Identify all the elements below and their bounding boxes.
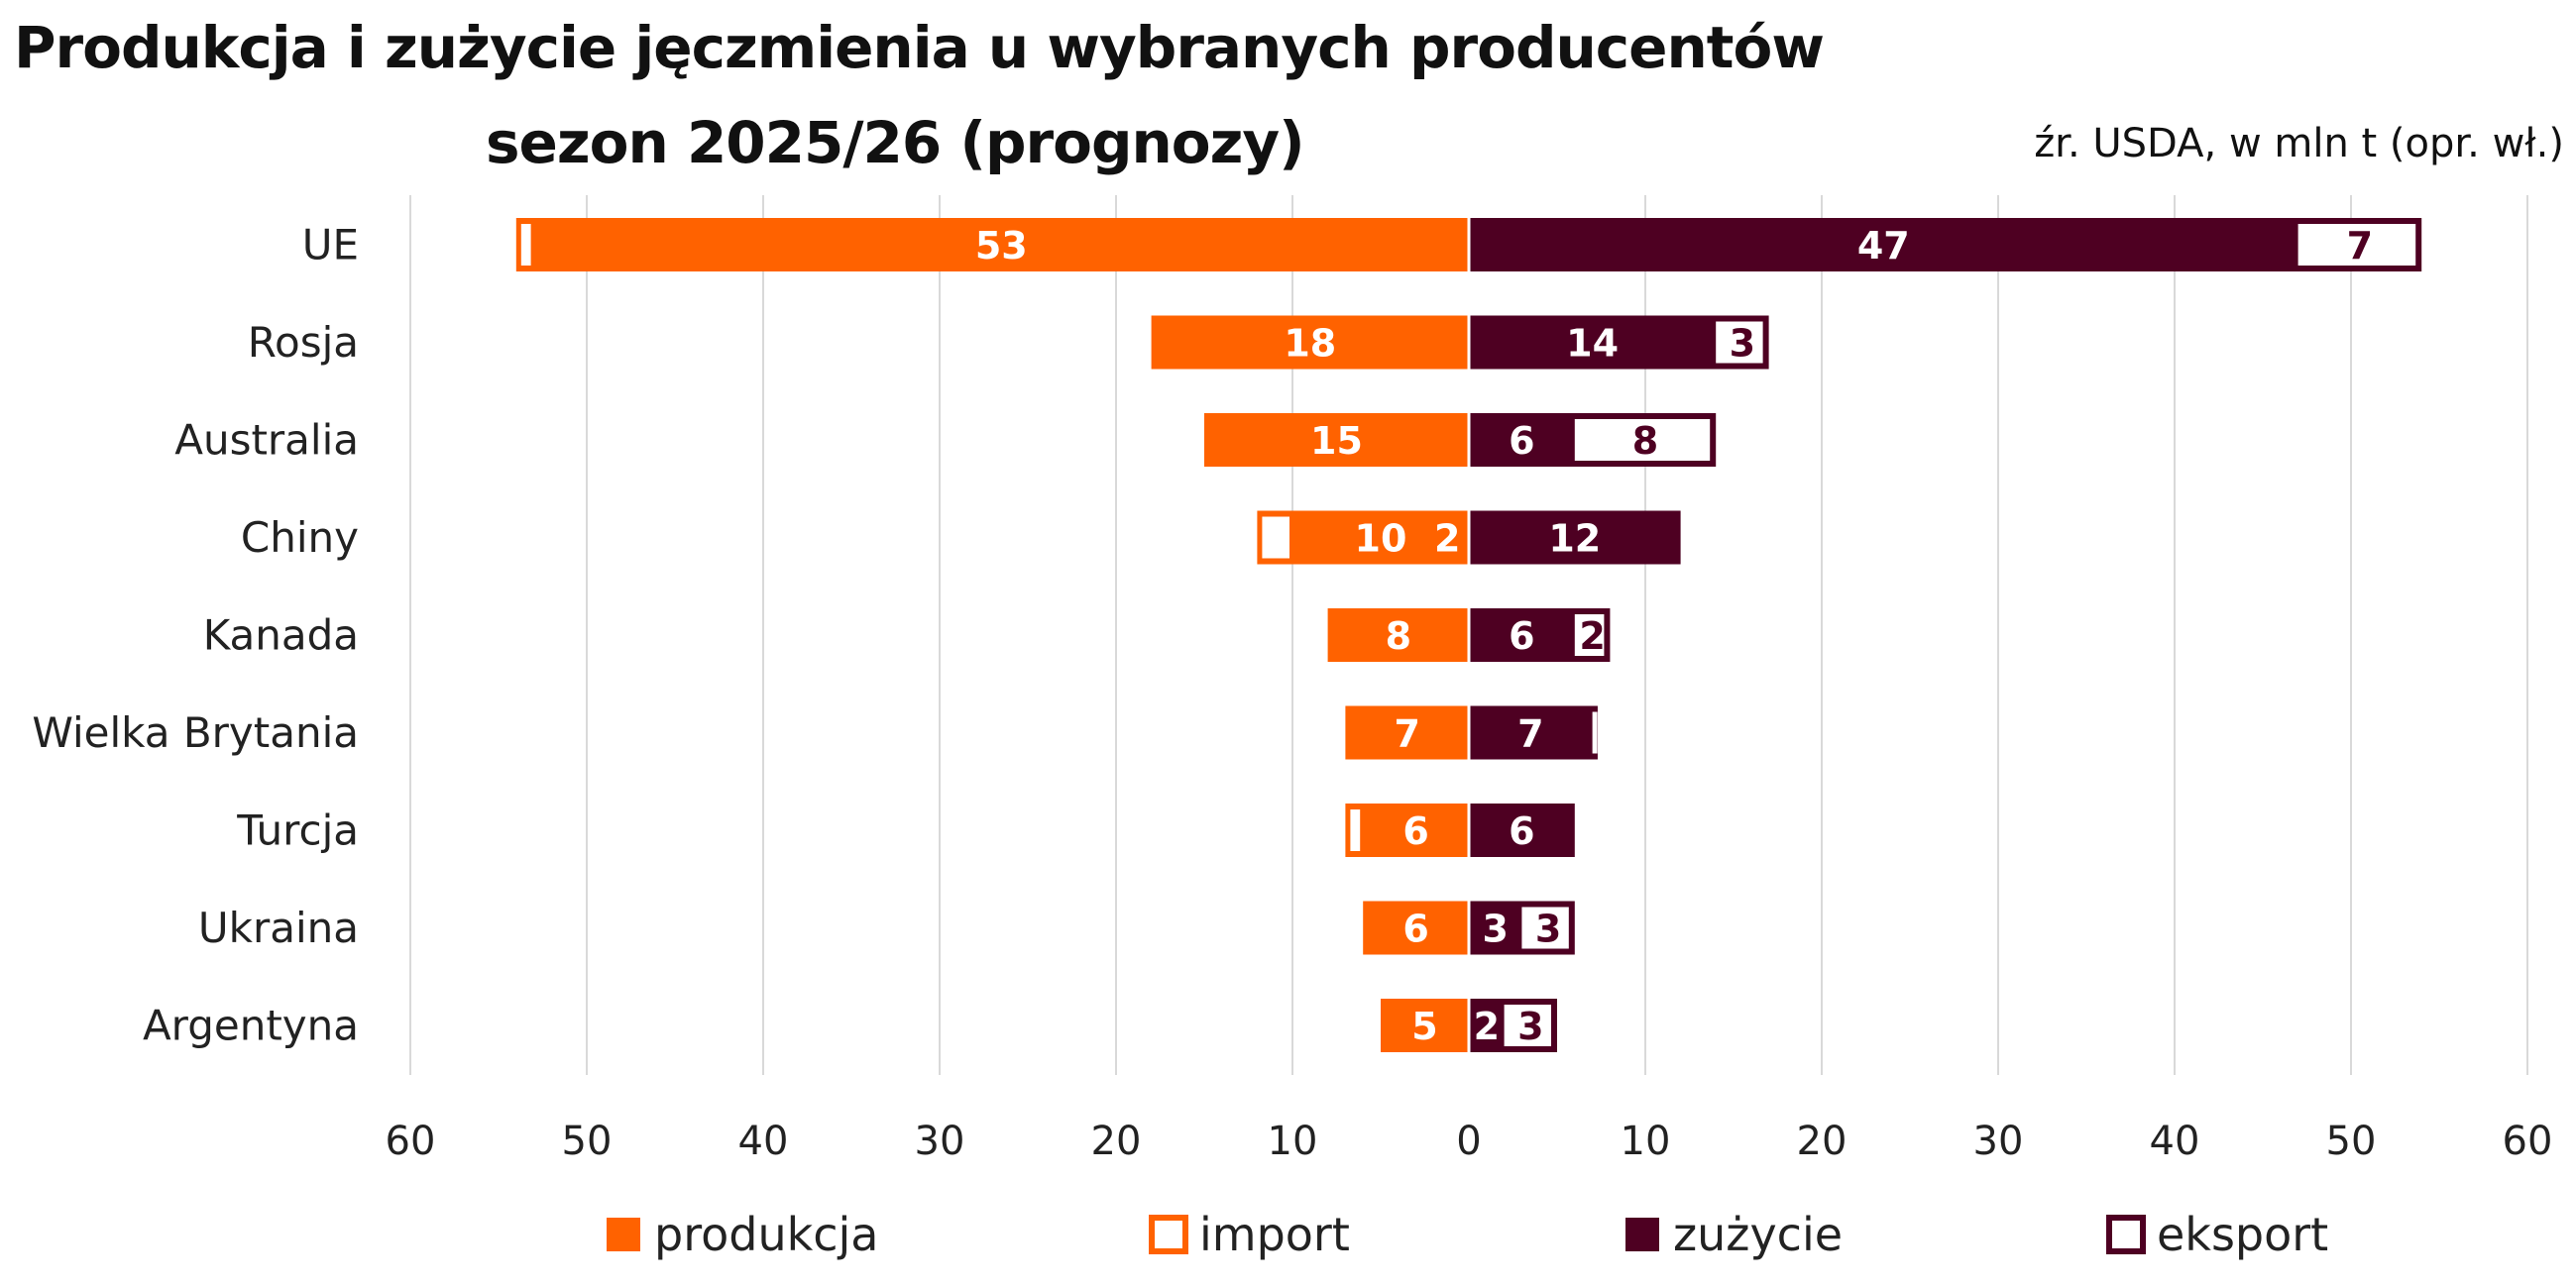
bar-label-zuzycie: 12: [1548, 517, 1601, 561]
legend-label: zużycie: [1673, 1208, 1843, 1261]
category-label: Chiny: [241, 513, 359, 562]
bar-label-zuzycie: 7: [1517, 712, 1543, 756]
legend-label: eksport: [2157, 1208, 2328, 1261]
bar-eksport: [1574, 614, 1605, 656]
bar-produkcja-group: [1363, 901, 1469, 955]
category-label: Wielka Brytania: [32, 708, 359, 757]
category-label: Australia: [174, 416, 359, 465]
category-label: Argentyna: [143, 1002, 359, 1050]
bar-label-eksport: 3: [1535, 908, 1561, 951]
bar-eksport: [1574, 419, 1711, 461]
legend-swatch-3: [1625, 1218, 1659, 1251]
bar-label-produkcja: 6: [1402, 809, 1428, 853]
bar-label-zuzycie: 2: [1474, 1005, 1500, 1048]
source-note: źr. USDA, w mln t (opr. wł.): [2034, 121, 2564, 166]
legend-swatch-2: [1149, 1215, 1188, 1254]
bar-produkcja-group: [1257, 510, 1469, 565]
bar-label-eksport: 2: [1579, 614, 1605, 658]
chart-title-line2: sezon 2025/26 (prognozy): [486, 109, 1305, 176]
bar-label-produkcja: 10: [1355, 517, 1407, 561]
bar-label-zuzycie: 6: [1509, 614, 1534, 658]
category-label: Rosja: [248, 318, 359, 367]
bar-label-produkcja: 15: [1310, 419, 1363, 463]
legend-label: import: [1199, 1208, 1350, 1261]
category-label: Kanada: [203, 611, 359, 660]
x-tick-label: 40: [2150, 1119, 2200, 1164]
bar-eksport: [1504, 1005, 1551, 1046]
bar-import: [1262, 516, 1289, 559]
bar-zuzycie-group: [1469, 510, 1681, 565]
bar-produkcja-group: [1345, 804, 1469, 857]
legend-label: produkcja: [654, 1208, 879, 1261]
bar-zuzycie-group: [1469, 804, 1575, 857]
bar-produkcja-group: [1345, 705, 1469, 760]
bar-produkcja-group: [1204, 413, 1469, 467]
bar-label-eksport: 3: [1517, 1005, 1543, 1048]
bar-label-produkcja: 7: [1394, 712, 1419, 756]
bar-label-zuzycie: 47: [1857, 224, 1910, 268]
bar-label-zuzycie: 3: [1482, 908, 1508, 951]
bar-label-zuzycie: 14: [1566, 322, 1619, 366]
x-tick-label: 60: [2503, 1119, 2553, 1164]
bar-import: [520, 224, 531, 266]
bar-label-eksport: 3: [1730, 322, 1755, 366]
category-label: Ukraina: [198, 904, 359, 952]
bar-label-produkcja: 5: [1411, 1005, 1437, 1048]
x-tick-label: 30: [1973, 1119, 2024, 1164]
bar-zuzycie-group: [1469, 705, 1598, 760]
x-tick-label: 10: [1268, 1119, 1318, 1164]
bar-label-import: 2: [1434, 517, 1460, 561]
bar-label-eksport: 7: [2347, 224, 2373, 268]
bar-produkcja-group: [1381, 999, 1469, 1052]
bar-label-zuzycie: 6: [1509, 419, 1534, 463]
legend-swatch-4: [2106, 1215, 2146, 1254]
bar-eksport: [1521, 907, 1569, 949]
chart-title-line1: Produkcja i zużycie jęczmienia u wybrany…: [14, 14, 1825, 81]
x-tick-label: 20: [1091, 1119, 1142, 1164]
bar-eksport: [2297, 224, 2416, 266]
category-label: Turcja: [236, 806, 359, 855]
x-tick-label: 50: [562, 1119, 613, 1164]
bar-label-zuzycie: 6: [1509, 809, 1534, 853]
legend-swatch-1: [607, 1218, 640, 1251]
x-tick-label: 20: [1797, 1119, 1848, 1164]
bar-produkcja-group: [1151, 315, 1469, 370]
bar-eksport: [1716, 321, 1763, 364]
bar-import: [1350, 809, 1361, 851]
category-label: UE: [302, 221, 359, 269]
x-tick-label: 30: [915, 1119, 965, 1164]
bar-label-produkcja: 53: [975, 224, 1028, 268]
x-tick-label: 40: [738, 1119, 789, 1164]
bar-label-produkcja: 6: [1402, 908, 1428, 951]
bar-eksport: [1592, 711, 1598, 754]
x-tick-label: 10: [1621, 1119, 1671, 1164]
bar-label-eksport: 8: [1632, 419, 1658, 463]
bar-produkcja-group: [515, 218, 1469, 271]
x-tick-label: 0: [1456, 1119, 1481, 1164]
bar-produkcja-group: [1327, 608, 1469, 662]
bar-label-produkcja: 18: [1284, 322, 1336, 366]
bar-zuzycie-group: [1469, 218, 2422, 271]
x-tick-label: 50: [2326, 1119, 2377, 1164]
x-tick-label: 60: [386, 1119, 436, 1164]
bar-label-produkcja: 8: [1386, 614, 1411, 658]
